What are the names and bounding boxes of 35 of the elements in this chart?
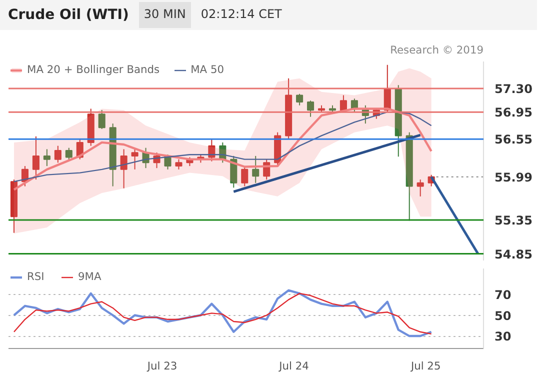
y-tick-label: 55.99 bbox=[494, 170, 532, 184]
y-tick-label: 70 bbox=[494, 288, 512, 302]
text: Research © 2019 bbox=[390, 44, 484, 56]
y-tick-label: 57.30 bbox=[494, 82, 532, 96]
candlestick bbox=[120, 148, 128, 189]
y-tick-label: 56.95 bbox=[494, 106, 532, 120]
candlestick bbox=[416, 179, 424, 197]
candlestick bbox=[230, 155, 238, 188]
x-tick-label: Jul 23 bbox=[146, 360, 178, 372]
candlestick bbox=[241, 166, 248, 187]
candlestick bbox=[54, 145, 62, 164]
candlestick bbox=[175, 158, 182, 170]
y-tick-label: 50 bbox=[494, 308, 512, 323]
legend-label: MA 50 bbox=[190, 63, 224, 76]
y-tick-label: 56.55 bbox=[494, 132, 532, 147]
x-tick-label: Jul 24 bbox=[278, 360, 310, 372]
y-tick-label: 54.85 bbox=[494, 247, 532, 262]
chart-subtitle: 30 MIN bbox=[138, 2, 191, 28]
text: 02:12:14 CET bbox=[200, 6, 282, 24]
candlestick bbox=[131, 148, 138, 170]
legend-label: MA 20 + Bollinger Bands bbox=[27, 63, 160, 76]
candlestick bbox=[98, 110, 106, 130]
y-tick-label: 55.35 bbox=[494, 214, 532, 228]
candlestick bbox=[307, 100, 314, 118]
candlestick bbox=[296, 93, 304, 106]
legend-label: 9MA bbox=[78, 270, 102, 283]
candlestick bbox=[32, 136, 40, 180]
legend-label: RSI bbox=[27, 270, 46, 283]
candlestick bbox=[208, 138, 216, 162]
candlestick bbox=[65, 147, 72, 162]
y-tick-label: 30 bbox=[494, 330, 512, 344]
candlestick bbox=[252, 155, 260, 184]
candlestick bbox=[43, 148, 50, 167]
chart-title: Crude Oil (WTI) bbox=[8, 6, 129, 25]
x-tick-label: Jul 25 bbox=[410, 360, 441, 372]
